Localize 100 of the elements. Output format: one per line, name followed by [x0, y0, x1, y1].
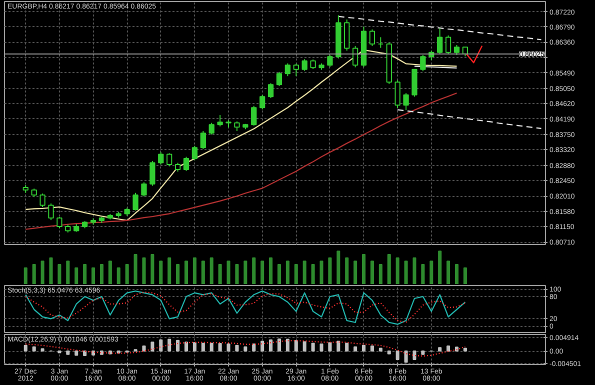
candlestick [141, 182, 147, 197]
bar [218, 342, 222, 352]
bar [226, 344, 230, 352]
bar [446, 345, 450, 352]
bar [269, 257, 273, 284]
bar [404, 260, 408, 284]
bar [438, 347, 442, 352]
bar [378, 348, 382, 352]
bar [66, 260, 70, 284]
bar [396, 257, 400, 284]
bar [421, 264, 425, 284]
bar [40, 348, 44, 352]
bar [235, 264, 239, 284]
bar [286, 260, 290, 284]
candlestick [217, 114, 223, 127]
bar [244, 260, 248, 284]
bar [454, 264, 459, 284]
bar [184, 260, 188, 284]
bar [24, 344, 28, 352]
bar [184, 342, 188, 352]
bar [159, 260, 163, 284]
candlestick [369, 28, 376, 47]
candlestick [183, 156, 190, 172]
bar [100, 264, 104, 284]
bar [302, 260, 306, 284]
candlestick [56, 216, 62, 229]
bar [116, 267, 120, 284]
line-series [25, 49, 458, 222]
candlestick [293, 63, 299, 77]
bar [311, 264, 315, 284]
bar [446, 260, 450, 284]
bar [294, 340, 298, 352]
line-series [396, 109, 542, 130]
candlestick [302, 58, 308, 72]
bar [150, 342, 154, 352]
bar [302, 341, 306, 352]
bar [235, 344, 239, 352]
bar [74, 350, 78, 356]
bar [370, 260, 374, 284]
candlestick [284, 62, 291, 77]
bar [412, 257, 416, 284]
bar [370, 345, 374, 352]
candlestick [420, 54, 426, 72]
bar [83, 264, 87, 284]
bar [210, 257, 214, 284]
bar [404, 350, 408, 363]
bar [362, 344, 366, 352]
bar [192, 257, 196, 284]
candlestick [462, 46, 468, 57]
bar [201, 260, 205, 284]
candlestick [454, 44, 460, 56]
candlestick [200, 130, 206, 150]
bar [294, 264, 298, 284]
bar [142, 257, 146, 284]
candlestick [234, 120, 240, 132]
bar [345, 342, 349, 352]
bar [252, 257, 256, 284]
bar [396, 350, 400, 360]
bar [192, 342, 196, 352]
bar [345, 257, 349, 284]
bar [210, 342, 214, 352]
bar [328, 257, 332, 284]
candlestick [132, 192, 138, 212]
bar [74, 267, 78, 284]
candlestick [445, 34, 452, 54]
candlestick [166, 152, 172, 167]
candlestick [403, 92, 409, 111]
bar [438, 250, 442, 284]
bar [354, 260, 358, 284]
bar [32, 346, 36, 352]
bar [66, 350, 70, 355]
candlestick [437, 28, 443, 55]
candlestick [394, 80, 400, 108]
bar [463, 267, 467, 284]
bar [168, 257, 172, 284]
candlestick [276, 71, 282, 87]
bar [49, 257, 53, 284]
bar [176, 264, 180, 284]
candlestick [268, 82, 274, 99]
candlestick [352, 46, 358, 68]
candlestick [310, 59, 316, 70]
bar [226, 260, 230, 284]
bar [378, 264, 382, 284]
bar [412, 350, 416, 360]
bar [168, 338, 172, 352]
bar [201, 342, 205, 352]
bar [58, 264, 62, 284]
candlestick [251, 105, 257, 126]
bar [463, 348, 467, 352]
bar [218, 264, 222, 284]
bar [40, 260, 44, 284]
bar [354, 346, 358, 352]
bar [142, 345, 146, 352]
candlestick [327, 54, 333, 68]
bar [328, 342, 332, 352]
bar [311, 342, 315, 352]
bar [108, 260, 112, 284]
bar [277, 264, 281, 284]
line-series [338, 16, 542, 40]
bar [24, 267, 28, 284]
